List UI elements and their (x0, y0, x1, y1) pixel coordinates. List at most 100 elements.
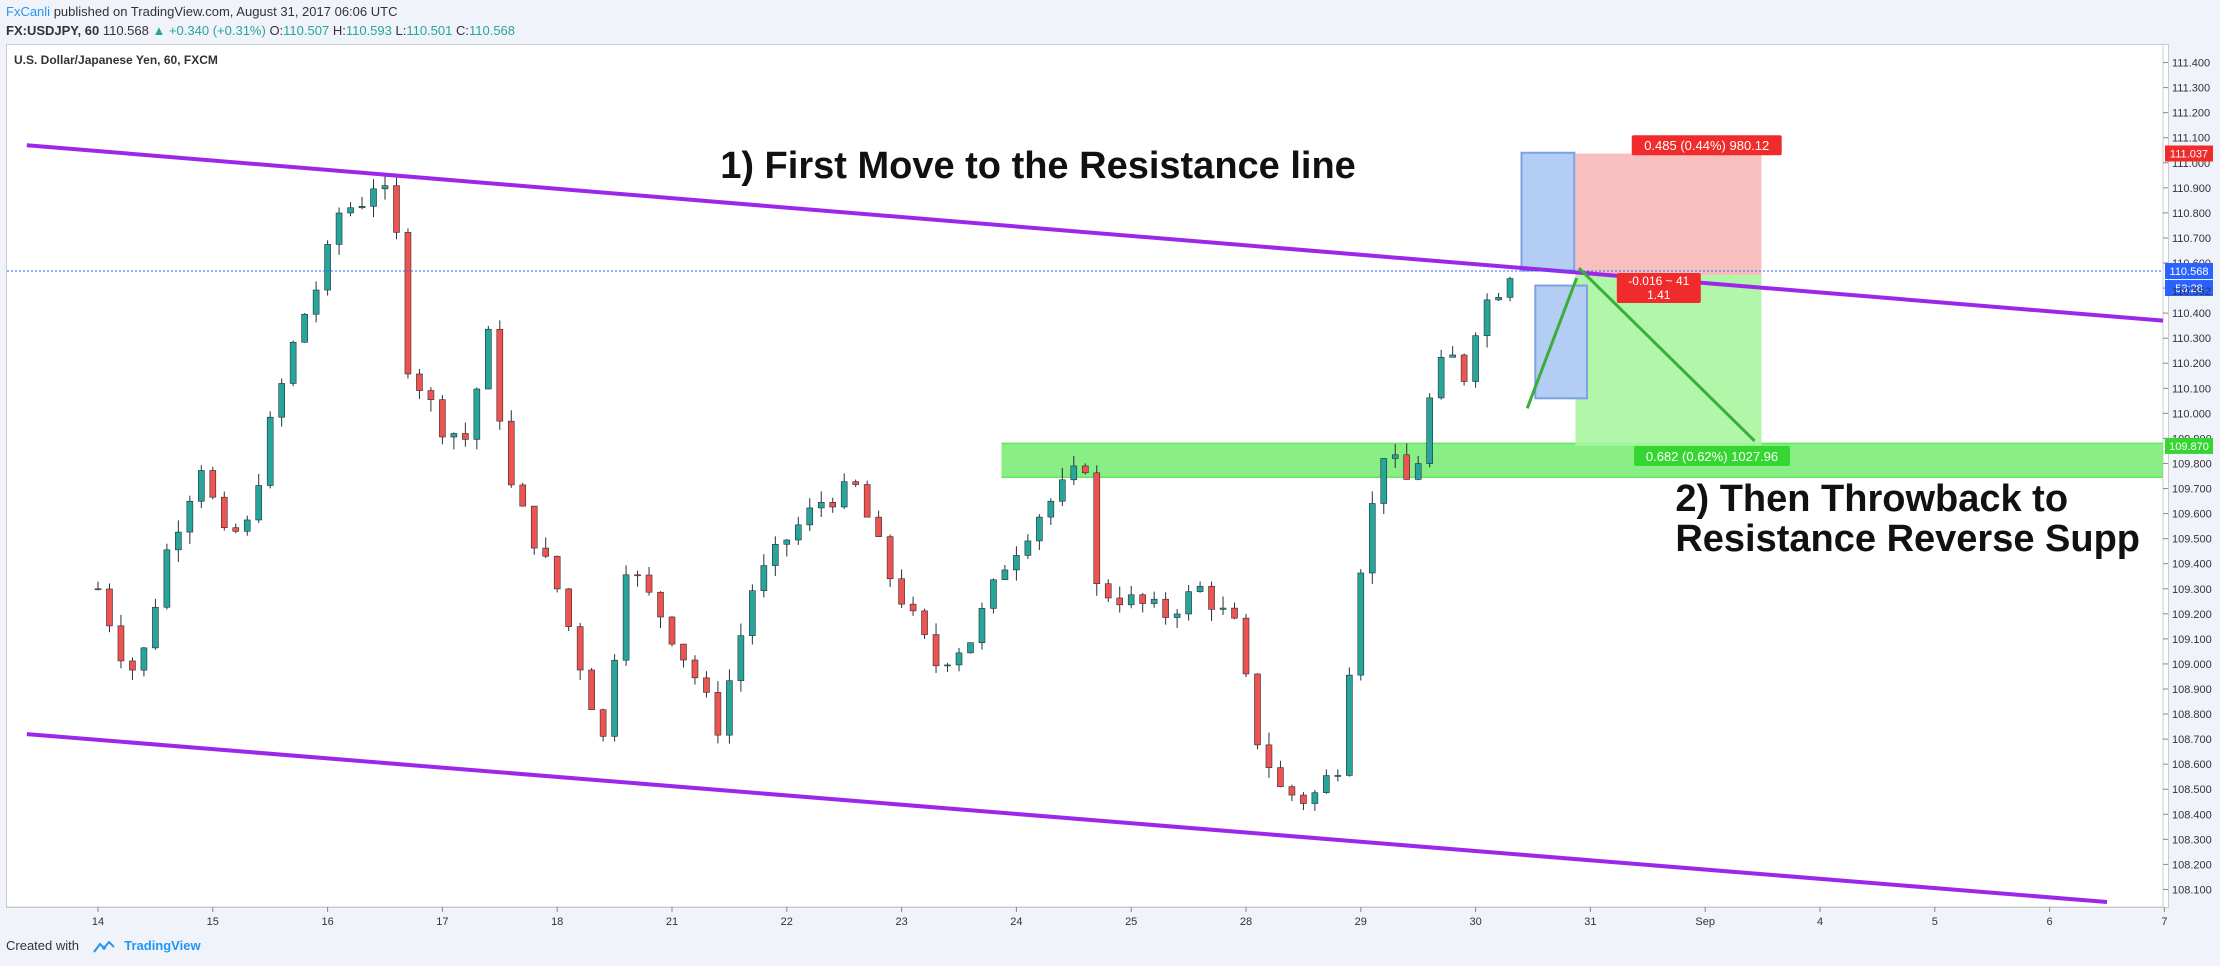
zones-layer (1001, 151, 2163, 479)
candle-body (909, 603, 917, 612)
tradingview-brand-link[interactable]: TradingView (124, 938, 201, 953)
candles-layer (94, 174, 1514, 811)
candle-body (358, 205, 366, 209)
price-tick-label: 109.400 (2172, 559, 2212, 571)
price-tick-label: 109.600 (2172, 509, 2212, 521)
candle-body (794, 524, 802, 541)
price-tick-label: 111.400 (2172, 58, 2210, 70)
close-value: 110.568 (468, 23, 516, 38)
candle-body (347, 207, 354, 214)
candle-body (1219, 607, 1227, 610)
candle-body (163, 549, 171, 608)
candle-body (496, 328, 504, 422)
symbol-line: FX:USDJPY, 60 110.568 ▲ +0.340 (+0.31%) … (6, 23, 515, 38)
candle-body (1265, 744, 1273, 768)
candle-body (1472, 335, 1479, 382)
price-tick-label: 109.300 (2172, 584, 2212, 596)
candle-body (1300, 794, 1307, 804)
candle-body (657, 591, 664, 618)
candle-body (175, 531, 182, 551)
candle-body (324, 244, 331, 291)
candle-body (817, 502, 825, 509)
candle-body (462, 433, 469, 440)
candle-body (1070, 465, 1078, 481)
candle-body (416, 373, 423, 391)
candle-body (749, 590, 756, 636)
time-tick-label: Sep (1695, 916, 1715, 928)
candle-body (967, 642, 974, 654)
low-value: 110.501 (406, 23, 453, 38)
candle-body (301, 313, 308, 343)
candle-body (1013, 555, 1020, 571)
candle-body (783, 539, 791, 545)
candle-body (198, 470, 205, 502)
candle-body (1116, 597, 1124, 606)
resistance-trendline (26, 143, 2164, 323)
candle-body (1495, 297, 1502, 301)
price-tick-label: 110.300 (2172, 333, 2211, 345)
candle-body (209, 470, 217, 498)
candle-body (473, 388, 481, 440)
candle-body (634, 574, 641, 577)
candle-body (565, 588, 572, 627)
candle-body (875, 516, 882, 537)
candle-body (485, 328, 492, 390)
candle-body (243, 519, 251, 532)
author-link[interactable]: FxCanli (6, 4, 51, 19)
price-tick-label: 108.800 (2172, 709, 2212, 721)
price-tick-label: 110.700 (2172, 233, 2211, 245)
price-tick-label: 108.400 (2172, 809, 2212, 821)
candle-body (1357, 572, 1365, 676)
time-axis[interactable]: 14 15 16 17 18 21 22 23 24 25 28 29 30 31 Sep 4 5 6 7 (7, 906, 2167, 928)
price-tick-label: 111.200 (2172, 108, 2210, 120)
candle-body (1254, 673, 1261, 746)
time-tick-label: 28 (1240, 916, 1252, 928)
candle-body (714, 692, 722, 736)
candle-body (186, 500, 194, 533)
candle-body (106, 588, 113, 627)
price-tick-label: 110.400 (2172, 308, 2211, 320)
price-tick-label: 110.800 (2172, 208, 2211, 220)
move-box-upper (1520, 151, 1576, 272)
candle-body (1334, 775, 1342, 777)
candle-body (898, 578, 905, 605)
last-price-badge: 110.568 (2170, 266, 2209, 278)
take-profit-label: 0.682 (0.62%) 1027.96 (1646, 449, 1778, 464)
candle-body (140, 647, 148, 671)
candle-body (1208, 585, 1215, 610)
candle-body (645, 574, 653, 593)
time-tick-label: 14 (92, 916, 104, 928)
candle-body (1173, 613, 1181, 618)
price-tick-label: 109.200 (2172, 609, 2212, 621)
candle-body (622, 574, 630, 661)
candle-body (312, 289, 320, 315)
price-tick-label: 108.500 (2172, 784, 2212, 796)
price-change: ▲ +0.340 (+0.31%) (152, 23, 266, 38)
risk-reward-label-line2: 1.41 (1647, 288, 1671, 302)
open-value: 110.507 (283, 23, 330, 38)
price-tick-label: 110.000 (2172, 408, 2211, 420)
price-tick-label: 108.900 (2172, 684, 2212, 696)
candle-body (404, 232, 412, 375)
close-label: C: (455, 23, 469, 38)
candle-body (94, 588, 102, 591)
annotation-first-move: 1) First Move to the Resistance line (720, 145, 1356, 187)
time-tick-label: 24 (1010, 916, 1022, 928)
candle-body (1024, 540, 1032, 556)
target-price-badge: 109.870 (2169, 441, 2209, 453)
time-tick-label: 30 (1469, 916, 1481, 928)
footer: Created with TradingView (6, 938, 201, 953)
candle-body (1047, 500, 1055, 518)
price-axis[interactable]: 111.400111.300111.200111.100111.000110.9… (2162, 45, 2212, 907)
time-tick-label: 31 (1584, 916, 1596, 928)
stop-price-badge: 111.037 (2170, 149, 2208, 161)
annotation-throwback-line1: 2) Then Throwback to (1675, 478, 2068, 520)
candle-body (1162, 598, 1169, 618)
candle-body (335, 212, 343, 245)
time-tick-label: 29 (1355, 916, 1367, 928)
candle-body (381, 185, 389, 190)
candle-body (289, 341, 297, 384)
candle-body (1139, 594, 1146, 604)
time-tick-label: 22 (781, 916, 793, 928)
